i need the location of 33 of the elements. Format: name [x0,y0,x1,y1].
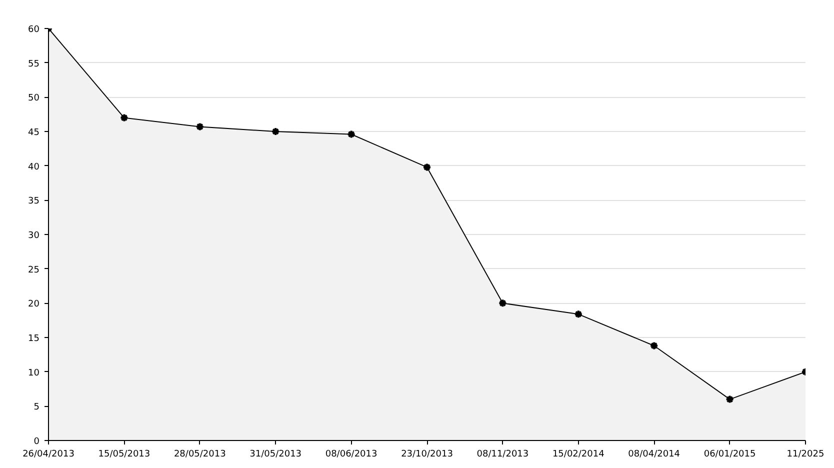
x-tick-label: 23/10/2013 [401,450,453,460]
y-tick-label: 20 [28,300,40,310]
y-tick-label: 30 [28,231,40,241]
y-tick-label: 40 [28,162,40,172]
point [650,341,659,350]
point [120,113,129,122]
x-tick-label: 26/04/2013 [22,450,74,460]
x-tick-label: 31/05/2013 [250,450,302,460]
x-tick-label: 15/02/2014 [552,450,605,460]
y-tick-label: 10 [28,368,40,378]
y-tick-label: 50 [28,94,40,104]
y-tick-label: 25 [28,265,40,276]
point [195,122,204,132]
y-tick-label: 35 [28,196,40,207]
x-tick-label: 08/11/2013 [476,450,529,460]
point [574,310,583,319]
x-tick-label: 08/06/2013 [325,450,378,460]
point [422,162,432,172]
point [346,130,356,139]
x-tick-label: 08/04/2014 [628,450,680,460]
point [271,127,280,136]
y-tick-label: 5 [34,402,40,413]
y-tick-label: 45 [28,128,40,138]
point [498,298,508,308]
y-tick-label: 55 [28,59,40,70]
y-tick-label: 60 [28,25,40,35]
x-tick-label: 15/05/2013 [98,450,150,460]
x-tick-label: 06/01/2015 [704,450,756,460]
y-tick-label: 0 [34,437,40,447]
x-tick-label: 28/05/2013 [174,450,226,460]
point [725,394,734,404]
y-tick-label: 15 [28,334,40,344]
x-tick-label: 11/2025 [786,450,824,460]
